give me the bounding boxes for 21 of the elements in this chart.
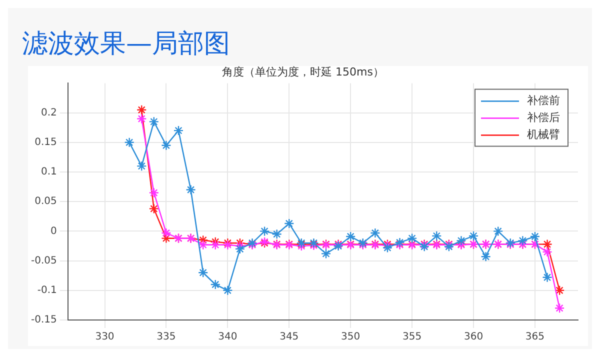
y-tick-label: 0.1 [40,166,57,178]
x-tick-label: 365 [525,332,545,343]
y-tick-label: -0.1 [37,284,57,296]
x-tick-label: 345 [280,332,299,343]
y-tick-label: 0.15 [34,136,57,148]
x-tick-label: 355 [402,332,422,343]
legend-label: 补偿后 [527,111,560,124]
y-tick-label: -0.05 [31,255,57,266]
y-tick-label: 0.2 [40,107,57,118]
x-tick-label: 350 [341,332,360,343]
legend-label: 机械臂 [527,128,560,142]
x-tick-label: 340 [218,332,238,343]
chart-subtitle: 角度（单位为度，时延 150ms） [222,65,384,78]
x-tick-label: 335 [156,332,176,343]
y-tick-label: -0.15 [31,314,57,326]
x-tick-label: 360 [464,332,484,343]
y-tick-label: 0 [50,226,57,237]
x-tick-label: 330 [95,332,114,343]
chart-title: 滤波效果—局部图 [21,28,231,61]
legend-label: 补偿前 [527,94,560,108]
y-tick-label: 0.05 [34,196,57,208]
